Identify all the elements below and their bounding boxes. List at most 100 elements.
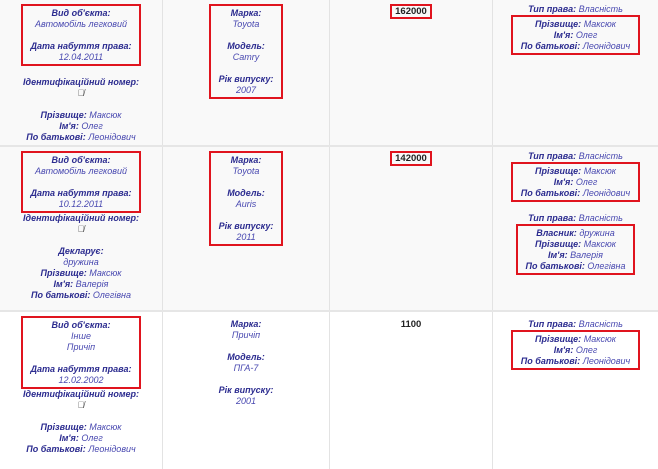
field-value: Максюк (89, 268, 122, 278)
highlight-box: Власник: дружина Прізвище: Максюк Ім'я: Ва… (515, 224, 636, 275)
field-label: По батькові: (520, 188, 581, 198)
group: Тип права: Власність (493, 4, 658, 15)
field-value: дружина (579, 228, 615, 238)
spacer (0, 235, 162, 246)
field-line: Власник: дружина (526, 228, 626, 239)
field-line: Прізвище: Максюк (526, 239, 626, 250)
field-value: Camry (232, 52, 260, 62)
ownership-cell: Тип права: Власність Прізвище: Максюк Ім'я… (493, 0, 658, 145)
field-value: Олегівна (587, 261, 626, 271)
group: Ідентифікаційний номер: 👁̸ Прізвище: Максю… (0, 389, 162, 455)
object-cell: Вид об'єкта: Автомобіль легковий Дата набу… (0, 0, 163, 145)
field-line: Ім'я: Олег (521, 177, 630, 188)
field-label: Дата набуття права: (30, 41, 132, 51)
group: Марка: Toyota Модель: Auris Рік випуску: 2011 (163, 151, 329, 246)
field-label: Прізвище: (534, 19, 582, 29)
field-value: Максюк (583, 334, 616, 344)
field-line: По батькові: Леонідович (521, 188, 630, 199)
field-value: Валерія (570, 250, 603, 260)
object-cell: Вид об'єкта: Автомобіль легковий Дата набу… (0, 147, 163, 310)
field-line: Ім'я: Валерія (0, 279, 162, 290)
field-line: Ім'я: Олег (0, 121, 162, 132)
field-label: По батькові: (26, 444, 86, 454)
field-value: Леонідович (88, 132, 136, 142)
value-cell: 162000 (330, 0, 493, 145)
field-label: Прізвище: (40, 268, 87, 278)
field-label: Прізвище: (40, 422, 87, 432)
field-label: Ім'я: (548, 250, 568, 260)
field-value: Причіп (231, 330, 261, 340)
field-line: Ім'я: Олег (0, 433, 162, 444)
spacer (219, 63, 274, 74)
field-label: Прізвище: (534, 334, 582, 344)
field-value: Інше (71, 331, 91, 341)
field-value: Toyota (232, 19, 260, 29)
value-cell: 1100 (330, 312, 493, 469)
group: Ідентифікаційний номер: 👁̸ Прізвище: Максю… (0, 66, 162, 143)
field-value: Максюк (583, 166, 616, 176)
field-value: Леонідович (582, 356, 631, 366)
field-label: Рік випуску: (218, 74, 274, 84)
spacer (219, 210, 274, 221)
field-value: Максюк (583, 239, 616, 249)
field-value: Максюк (583, 19, 616, 29)
field-label: Вид об'єкта: (51, 8, 111, 18)
field-value: Автомобіль легковий (34, 166, 128, 176)
field-value: дружина (63, 257, 99, 267)
highlight-box: 142000 (390, 151, 432, 166)
field-value: Власність (578, 4, 623, 14)
field-label: Ім'я: (59, 433, 79, 443)
field-value: Олег (81, 433, 103, 443)
field-value: 10.12.2011 (58, 199, 104, 209)
amount-value: 142000 (395, 153, 427, 164)
field-line: Прізвище: Максюк (521, 334, 630, 345)
highlight-box: Марка: Toyota Модель: Auris Рік випуску: 2011 (208, 151, 284, 246)
field-value: Олег (575, 30, 598, 40)
hidden-eye-icon: 👁̸ (77, 88, 85, 98)
value-cell: 142000 (330, 147, 493, 310)
field-label: По батькові: (26, 132, 86, 142)
highlight-box: Прізвище: Максюк Ім'я: Олег По батькові: Л… (510, 15, 641, 55)
group: 142000 (330, 151, 492, 166)
field-value: Олег (575, 345, 598, 355)
ownership-cell: Тип права: Власність Прізвище: Максюк Ім'я… (493, 312, 658, 469)
table-row: Вид об'єкта: Автомобіль легковий Дата набу… (0, 0, 658, 147)
group: 1100 (330, 316, 492, 330)
group: Марка: Причіп Модель: ПГА-7 Рік випуску: 2001 (163, 316, 329, 407)
group: Тип права: Власність (493, 151, 658, 162)
field-line: По батькові: Олегівна (526, 261, 626, 272)
field-label: Вид об'єкта: (51, 155, 111, 165)
field-value: 2007 (235, 85, 257, 95)
field-label: Власник: (536, 228, 577, 238)
vehicle-cell: Марка: Toyota Модель: Camry Рік випуску: 2007 (163, 0, 330, 145)
field-value: Олег (81, 121, 103, 131)
field-label: Рік випуску: (218, 385, 274, 395)
field-value: Максюк (89, 110, 122, 120)
vehicle-cell: Марка: Toyota Модель: Auris Рік випуску: 2011 (163, 147, 330, 310)
field-label: Модель: (227, 41, 265, 51)
spacer (31, 353, 132, 364)
field-value: Валерія (75, 279, 109, 289)
field-value: Власність (578, 213, 623, 223)
vehicle-cell: Марка: Причіп Модель: ПГА-7 Рік випуску: 2001 (163, 312, 330, 469)
spacer (219, 30, 274, 41)
field-value: 2001 (235, 396, 257, 406)
field-label: По батькові: (31, 290, 91, 300)
field-value: Леонідович (582, 41, 631, 51)
group: Вид об'єкта: Інше Причіп Дата набуття права… (0, 316, 162, 389)
group: Прізвище: Максюк Ім'я: Олег По батькові: Л… (493, 15, 658, 55)
spacer (219, 177, 274, 188)
field-line: По батькові: Олегівна (0, 290, 162, 301)
field-label: Ім'я: (59, 121, 79, 131)
field-value: Власність (578, 319, 623, 329)
field-label: Ім'я: (553, 345, 574, 355)
field-value: Леонідович (88, 444, 136, 454)
field-line: По батькові: Леонідович (521, 41, 630, 52)
spacer (163, 341, 329, 352)
field-value: Олегівна (92, 290, 131, 300)
field-value: Auris (235, 199, 257, 209)
field-value: Toyota (232, 166, 260, 176)
group: Прізвище: Максюк Ім'я: Олег По батькові: Л… (493, 330, 658, 370)
field-line: Прізвище: Максюк (0, 268, 162, 279)
